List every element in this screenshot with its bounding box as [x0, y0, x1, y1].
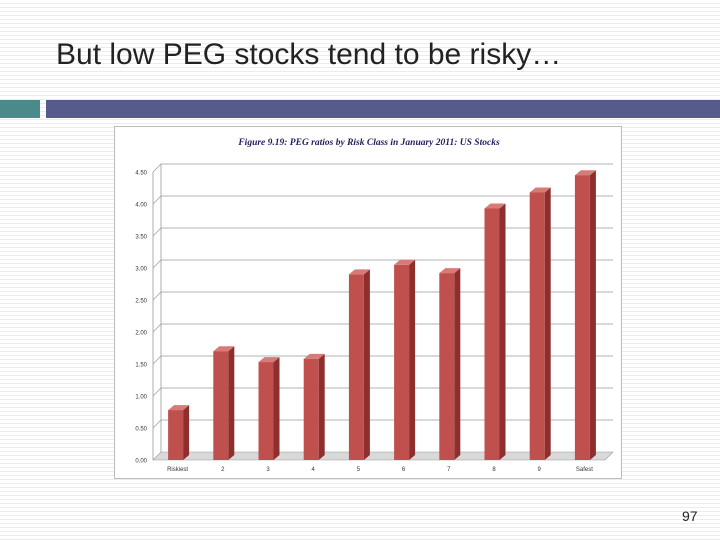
bar-side: [409, 259, 416, 460]
x-tick-label: 3: [266, 467, 270, 473]
y-tick-label: 2.00: [135, 331, 147, 337]
x-tick-label: Riskiest: [167, 467, 188, 473]
slide-title: But low PEG stocks tend to be risky…: [56, 38, 562, 71]
bar-side: [318, 353, 325, 460]
bar-top: [258, 357, 280, 363]
x-tick-label: 5: [357, 467, 361, 473]
bar-side: [183, 405, 190, 460]
page-number: 97: [682, 508, 698, 524]
x-tick-label: 4: [312, 467, 316, 473]
gridline: [152, 291, 613, 301]
bar: [484, 208, 500, 460]
bar-top: [168, 405, 190, 411]
x-tick-label: 9: [538, 467, 542, 473]
y-tick-label: 3.00: [135, 267, 147, 273]
bar-top: [213, 346, 235, 352]
bar-top: [574, 170, 596, 176]
bar-top: [348, 269, 370, 275]
gridline: [152, 419, 613, 429]
y-tick-label: 3.50: [135, 235, 147, 241]
accent-bar-teal: [0, 100, 40, 118]
gridline: [152, 387, 613, 397]
bar: [439, 273, 455, 460]
gridline: [152, 163, 613, 173]
gridline: [152, 355, 613, 365]
bar: [529, 192, 545, 460]
x-tick-label: Safest: [576, 467, 593, 473]
bar-top: [439, 268, 461, 274]
bar-side: [454, 268, 461, 460]
bar: [394, 264, 410, 460]
gridline: [152, 227, 613, 237]
bar-top: [394, 259, 416, 265]
bar: [348, 274, 364, 460]
accent-bar-navy: [46, 100, 720, 118]
y-tick-label: 0.00: [135, 459, 147, 465]
chart-figure: Figure 9.19: PEG ratios by Risk Class in…: [114, 126, 622, 479]
y-tick-label: 2.50: [135, 299, 147, 305]
x-tick-label: 8: [492, 467, 496, 473]
bar: [213, 351, 229, 460]
bar-top: [484, 203, 506, 209]
bar-side: [228, 346, 235, 460]
x-tick-label: 2: [221, 467, 225, 473]
gridline: [152, 259, 613, 269]
bar-side: [499, 203, 506, 460]
y-tick-label: 4.00: [135, 203, 147, 209]
gridline: [152, 323, 613, 333]
bar: [574, 175, 590, 460]
bar-top: [303, 353, 325, 359]
bar-side: [544, 187, 551, 461]
y-tick-label: 4.50: [135, 171, 147, 177]
bar-side: [273, 357, 280, 460]
x-tick-label: 7: [447, 467, 451, 473]
bar: [258, 362, 274, 460]
bar-side: [589, 170, 596, 460]
bar-top: [529, 187, 551, 193]
gridline: [152, 195, 613, 205]
bar-side: [363, 269, 370, 460]
bar-chart: Figure 9.19: PEG ratios by Risk Class in…: [135, 138, 614, 473]
y-tick-label: 1.50: [135, 363, 147, 369]
y-tick-label: 0.50: [135, 427, 147, 433]
bar: [303, 358, 319, 460]
y-tick-label: 1.00: [135, 395, 147, 401]
bar: [168, 410, 184, 460]
chart-title: Figure 9.19: PEG ratios by Risk Class in…: [237, 138, 500, 148]
x-tick-label: 6: [402, 467, 406, 473]
